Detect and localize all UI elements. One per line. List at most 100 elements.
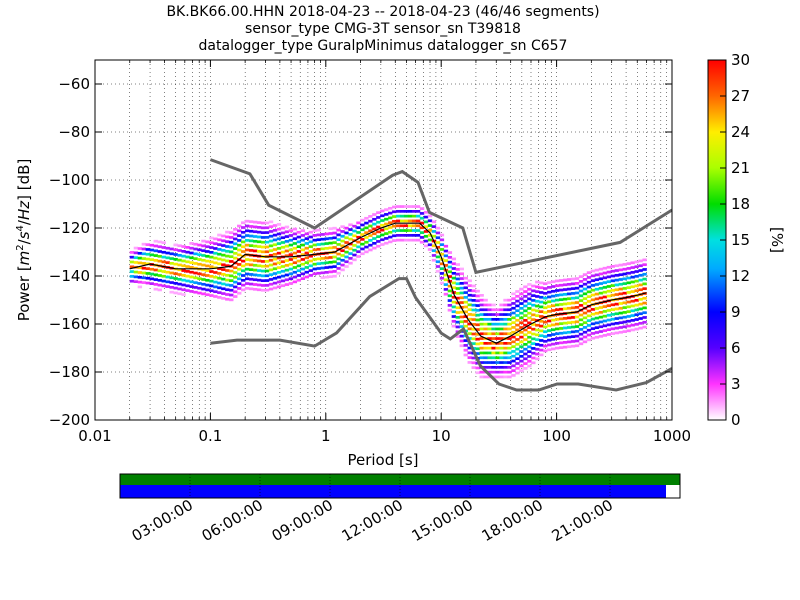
ppsd-cell bbox=[157, 245, 162, 249]
ppsd-cell bbox=[622, 301, 627, 305]
ppsd-cell bbox=[205, 250, 210, 253]
ppsd-cell bbox=[431, 249, 437, 252]
ppsd-cell bbox=[586, 295, 592, 298]
ppsd-cell bbox=[372, 237, 377, 240]
ppsd-cell bbox=[396, 238, 401, 242]
ppsd-cell bbox=[340, 244, 345, 248]
ppsd-cell bbox=[551, 347, 556, 351]
ppsd-cell bbox=[312, 248, 317, 252]
ppsd-cell bbox=[344, 226, 349, 230]
ppsd-cell bbox=[244, 219, 250, 223]
ppsd-cell bbox=[340, 249, 345, 253]
ppsd-cell bbox=[523, 314, 528, 317]
ppsd-cell bbox=[451, 319, 457, 323]
ppsd-cell bbox=[384, 222, 389, 226]
ppsd-cell bbox=[201, 239, 206, 243]
ppsd-cell bbox=[483, 375, 488, 379]
ppsd-cell bbox=[193, 257, 198, 260]
ppsd-cell bbox=[237, 229, 242, 233]
ppsd-cell bbox=[570, 301, 576, 305]
ppsd-cell bbox=[141, 281, 147, 284]
ppsd-cell bbox=[562, 278, 568, 282]
ppsd-cell bbox=[157, 250, 162, 253]
ppsd-cell bbox=[602, 305, 608, 308]
ppsd-cell bbox=[566, 345, 572, 349]
ppsd-cell bbox=[638, 288, 643, 292]
ppsd-cell bbox=[443, 259, 449, 262]
ppsd-cell bbox=[531, 327, 536, 331]
ppsd-cell bbox=[531, 308, 536, 312]
ppsd-cell bbox=[467, 313, 472, 316]
ppsd-cell bbox=[396, 214, 401, 218]
ppsd-cell bbox=[336, 243, 341, 246]
ppsd-cell bbox=[133, 256, 139, 260]
ppsd-cell bbox=[638, 273, 643, 277]
ppsd-cell bbox=[551, 285, 556, 288]
ppsd-cell bbox=[427, 243, 433, 247]
ppsd-cell bbox=[272, 228, 278, 232]
ppsd-cell bbox=[256, 226, 262, 229]
ppsd-cell bbox=[459, 282, 464, 285]
ppsd-cell bbox=[634, 270, 639, 273]
ppsd-cell bbox=[157, 240, 162, 244]
ppsd-cell bbox=[324, 247, 329, 250]
ppsd-cell bbox=[213, 261, 218, 265]
ppsd-cell bbox=[296, 235, 302, 239]
ppsd-cell bbox=[527, 302, 532, 305]
ppsd-cell bbox=[308, 269, 313, 272]
ppsd-cell bbox=[479, 356, 484, 360]
ppsd-cell bbox=[475, 313, 480, 317]
ppsd-cell bbox=[280, 231, 286, 235]
ppsd-cell bbox=[483, 303, 488, 307]
ppsd-cell bbox=[256, 264, 262, 268]
ppsd-cell bbox=[566, 335, 572, 339]
ppsd-cell bbox=[602, 329, 608, 332]
ppsd-cell bbox=[364, 250, 369, 254]
ppsd-cell bbox=[372, 232, 377, 236]
ppsd-cell bbox=[471, 294, 476, 297]
ppsd-cell bbox=[523, 338, 528, 341]
ppsd-cell bbox=[574, 320, 580, 324]
ppsd-cell bbox=[268, 278, 274, 281]
ppsd-cell bbox=[288, 253, 294, 257]
time-tick-label: 06:00:00 bbox=[199, 496, 266, 545]
ppsd-cell bbox=[519, 311, 524, 315]
ppsd-cell bbox=[276, 266, 282, 269]
ppsd-cell bbox=[388, 235, 393, 239]
ppsd-cell bbox=[503, 308, 508, 312]
ppsd-cell bbox=[304, 251, 309, 255]
ppsd-cell bbox=[511, 302, 516, 305]
ppsd-cell bbox=[499, 370, 504, 374]
ppsd-cell bbox=[284, 225, 290, 229]
ppsd-cell bbox=[221, 287, 226, 291]
ppsd-cell bbox=[296, 230, 302, 234]
ppsd-cell bbox=[225, 259, 230, 263]
ppsd-cell bbox=[610, 284, 616, 287]
ppsd-cell bbox=[209, 289, 214, 293]
ppsd-cell bbox=[630, 319, 635, 322]
ppsd-cell bbox=[642, 272, 647, 276]
ppsd-cell bbox=[328, 275, 333, 279]
ppsd-cell bbox=[248, 249, 254, 252]
ppsd-cell bbox=[499, 308, 504, 312]
ppsd-cell bbox=[237, 224, 242, 228]
ppsd-cell bbox=[511, 292, 516, 296]
ppsd-cell bbox=[403, 238, 409, 242]
ppsd-cell bbox=[503, 370, 508, 374]
ppsd-cell bbox=[503, 313, 508, 316]
ppsd-cell bbox=[252, 249, 258, 253]
ppsd-cell bbox=[276, 275, 282, 279]
ppsd-cell bbox=[574, 334, 580, 338]
ppsd-cell bbox=[185, 274, 190, 278]
ppsd-cell bbox=[308, 235, 313, 239]
ppsd-cell bbox=[360, 252, 365, 256]
ppsd-cell bbox=[141, 247, 147, 251]
ppsd-cell bbox=[463, 339, 468, 342]
ppsd-cell bbox=[610, 269, 616, 273]
ppsd-cell bbox=[360, 223, 365, 227]
ppsd-cell bbox=[368, 248, 373, 252]
ppsd-cell bbox=[217, 281, 222, 285]
ppsd-cell bbox=[439, 248, 445, 251]
ppsd-cell bbox=[451, 276, 457, 280]
ppsd-cell bbox=[499, 375, 504, 379]
